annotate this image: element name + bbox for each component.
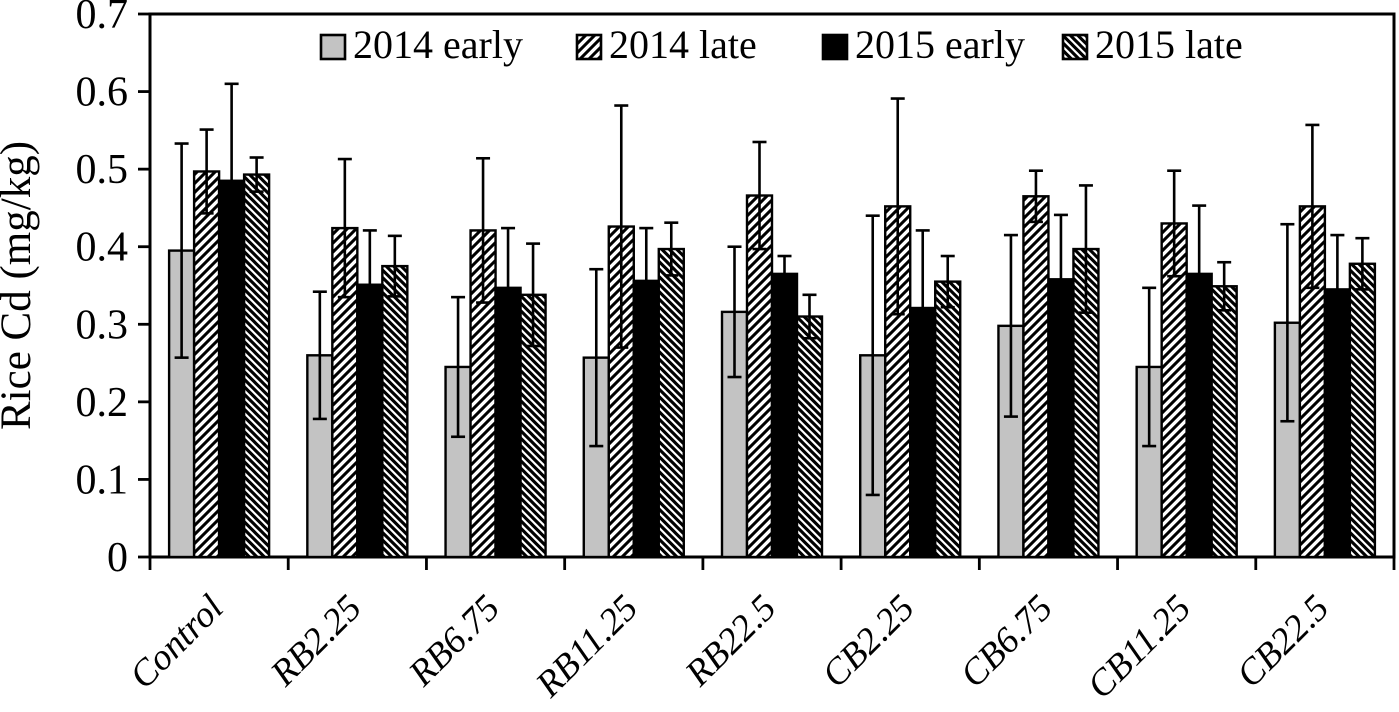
legend-label: 2015 late <box>1095 22 1243 67</box>
bar-2015-late-CB11.25 <box>1210 285 1238 559</box>
error-bar <box>1280 222 1295 423</box>
bar-2014-late-CB6.75 <box>1022 195 1050 559</box>
error-bar <box>224 82 239 280</box>
error-bar <box>337 157 352 299</box>
bar-2015-late-RB11.25 <box>657 247 685 559</box>
legend-swatch <box>821 33 849 61</box>
bar-2015-late-CB2.25 <box>934 280 962 559</box>
bar-2015-late-CB22.5 <box>1348 262 1377 559</box>
error-bar <box>614 104 629 349</box>
error-bar <box>1305 123 1320 290</box>
legend-label: 2014 early <box>353 22 523 67</box>
legend-label: 2014 late <box>609 22 757 67</box>
error-bar <box>1355 236 1370 291</box>
y-tick-label: 0.5 <box>76 147 129 193</box>
y-tick-label: 0 <box>107 535 128 581</box>
x-category-label: CB6.75 <box>953 587 1061 695</box>
error-bar <box>589 267 604 448</box>
y-tick-label: 0.4 <box>76 225 129 271</box>
y-tick-label: 0.1 <box>76 457 129 503</box>
legend-item-2014-early: 2014 early <box>319 22 523 67</box>
legend-swatch <box>575 33 603 61</box>
y-axis-title: Rice Cd (mg/kg) <box>0 141 40 430</box>
bar-2014-late-RB22.5 <box>745 194 774 559</box>
bar-2015-early-RB22.5 <box>770 272 799 559</box>
error-bar <box>1053 213 1068 345</box>
error-bar <box>174 142 189 359</box>
x-category-label: RB6.75 <box>400 587 507 694</box>
error-bar <box>1142 286 1157 448</box>
legend-label: 2015 early <box>855 22 1025 67</box>
error-bar <box>1003 233 1018 418</box>
error-bar <box>1167 169 1182 278</box>
error-bar <box>752 140 767 251</box>
x-category-label: CB22.5 <box>1229 587 1337 695</box>
y-tick-label: 0.7 <box>76 0 129 38</box>
legend-swatch <box>1061 33 1089 61</box>
error-bar <box>526 242 541 348</box>
legend-swatch <box>319 33 347 61</box>
error-bar <box>664 221 679 277</box>
error-bar <box>501 226 516 349</box>
legend-item-2014-late: 2014 late <box>575 22 757 67</box>
error-bar <box>1330 233 1345 345</box>
bar-2014-late-Control <box>192 170 221 559</box>
error-bar <box>1217 260 1232 312</box>
error-bar <box>1078 184 1093 314</box>
error-bar <box>362 229 377 341</box>
bar-2015-late-RB22.5 <box>795 315 824 559</box>
error-bar <box>915 229 930 387</box>
error-bar <box>476 156 491 304</box>
y-tick-label: 0.6 <box>76 70 129 116</box>
x-category-label: CB11.25 <box>1080 587 1199 706</box>
error-bar <box>249 156 264 193</box>
y-tick-label: 0.3 <box>76 302 129 348</box>
error-bar <box>199 128 214 215</box>
error-bar <box>1192 204 1207 344</box>
error-bar <box>940 254 955 309</box>
error-bar <box>727 245 742 379</box>
error-bar <box>639 226 654 335</box>
error-bar <box>802 293 817 340</box>
legend-item-2015-early: 2015 early <box>821 22 1025 67</box>
x-category-label: CB2.25 <box>814 587 922 695</box>
x-category-label: Control <box>122 587 231 696</box>
x-category-label: RB2.25 <box>262 587 369 694</box>
error-bar <box>1028 169 1043 224</box>
x-category-label: RB11.25 <box>528 587 647 706</box>
x-category-label: RB22.5 <box>677 587 784 694</box>
error-bar <box>865 214 880 497</box>
y-tick-label: 0.2 <box>76 380 129 426</box>
error-bar <box>890 97 905 316</box>
legend-item-2015-late: 2015 late <box>1061 22 1243 67</box>
error-bar <box>387 234 402 298</box>
error-bar <box>312 290 327 421</box>
bar-2015-late-RB2.25 <box>381 264 409 559</box>
error-bar <box>451 295 466 439</box>
error-bar <box>777 254 792 294</box>
bar-2015-late-Control <box>242 173 271 559</box>
